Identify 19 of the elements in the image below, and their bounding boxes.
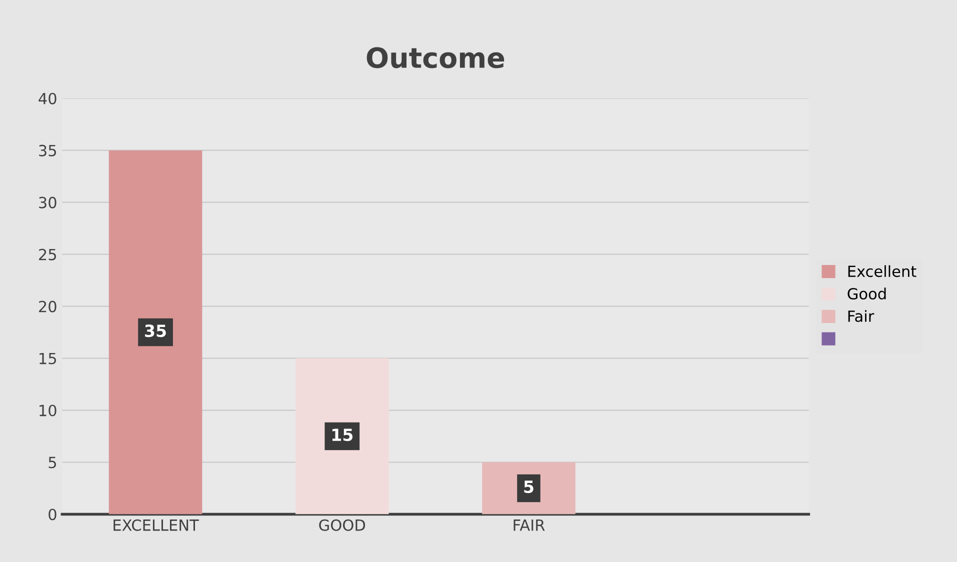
y-tick-label: 35 xyxy=(39,144,56,156)
legend-label: Good xyxy=(848,288,886,300)
y-tick-label: 10 xyxy=(40,404,56,416)
x-tick-label: GOOD xyxy=(319,519,366,531)
data-label: 5 xyxy=(524,480,534,494)
chart-title: Outcome xyxy=(366,47,504,68)
y-tick-label: 20 xyxy=(39,300,56,312)
y-tick-label: 30 xyxy=(39,196,56,208)
legend-label: Fair xyxy=(848,310,874,322)
y-tick-label: 0 xyxy=(48,508,56,520)
y-tick-label: 25 xyxy=(39,248,56,260)
x-tick-label: EXCELLENT xyxy=(114,519,199,531)
legend-label: Excellent xyxy=(848,265,916,278)
y-tick-label: 15 xyxy=(40,352,56,364)
y-tick-label: 5 xyxy=(48,456,56,468)
x-tick-label: FAIR xyxy=(514,520,545,531)
data-label: 35 xyxy=(145,324,166,338)
y-tick-label: 40 xyxy=(38,92,56,104)
data-label: 15 xyxy=(332,428,353,442)
